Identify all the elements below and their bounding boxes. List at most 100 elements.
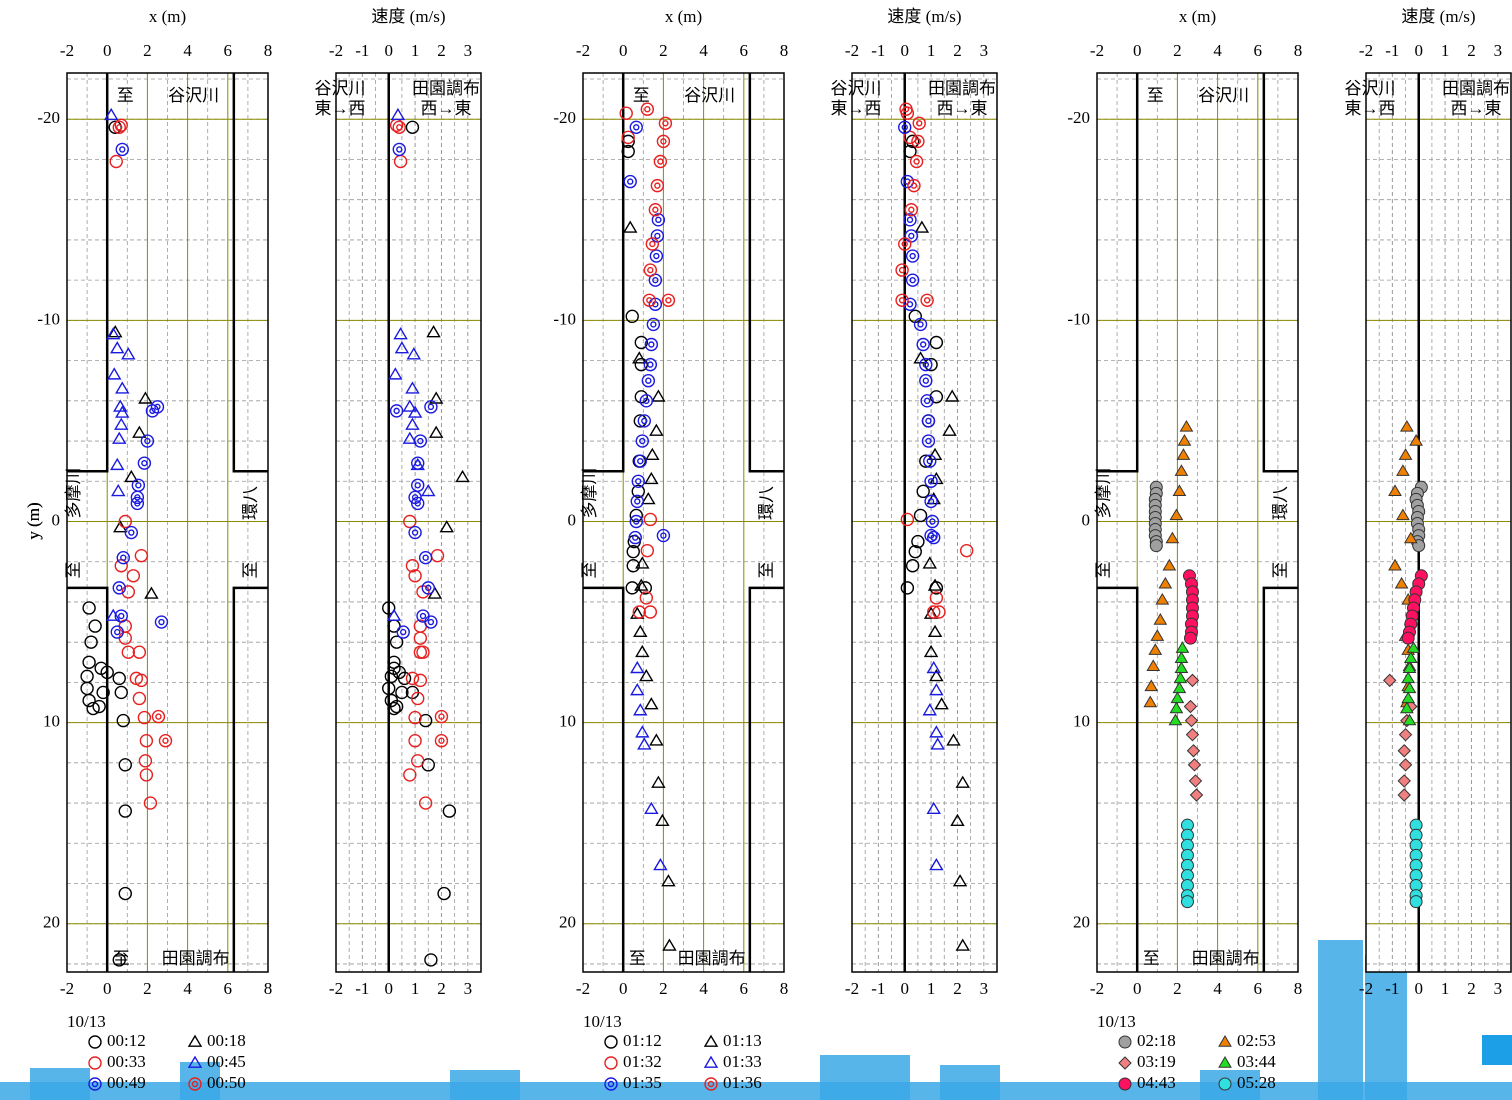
x-tick-label-bottom: -2 — [576, 979, 590, 998]
x-tick-label-top: 6 — [224, 41, 233, 60]
direction-place: 田園調布 — [412, 79, 480, 98]
y-tick-label: -10 — [553, 309, 576, 328]
marker-shape — [1219, 1078, 1231, 1090]
legend-marker — [605, 1036, 617, 1048]
legend-marker — [89, 1057, 101, 1069]
legend-marker — [89, 1036, 101, 1048]
legend-label: 02:53 — [1237, 1031, 1276, 1050]
direction-label: 西→東 — [421, 99, 472, 118]
direction-place: 谷沢川 — [831, 79, 882, 98]
legend-label: 04:43 — [1137, 1073, 1176, 1092]
legend-label: 00:12 — [107, 1031, 146, 1050]
road-label: 環八 — [1271, 486, 1290, 520]
x-tick-label-bottom: 6 — [224, 979, 233, 998]
x-tick-label-bottom: 8 — [1294, 979, 1303, 998]
speed-point — [1410, 896, 1422, 908]
x-tick-label-top: 4 — [1213, 41, 1222, 60]
direction-label: 西→東 — [937, 99, 988, 118]
marker-shape — [1119, 1078, 1131, 1090]
x-tick-label-bottom: 2 — [953, 979, 962, 998]
road-label: 至 — [757, 562, 776, 579]
legend-label: 00:45 — [207, 1052, 246, 1071]
road-label: 多摩川 — [580, 468, 599, 519]
direction-label: 東→西 — [315, 99, 366, 118]
building — [30, 1068, 90, 1100]
y-tick-label: -20 — [1067, 108, 1090, 127]
x-tick-label-top: 8 — [780, 41, 789, 60]
x-tick-label-bottom: 2 — [143, 979, 152, 998]
road-label: 至 — [1143, 949, 1160, 968]
marker-shape — [1119, 1057, 1131, 1069]
direction-label: 西→東 — [1451, 99, 1502, 118]
x-tick-label-top: 2 — [1173, 41, 1182, 60]
x-tick-label-bottom: 0 — [103, 979, 112, 998]
legend-marker — [1119, 1057, 1131, 1069]
marker-shape — [1219, 1057, 1231, 1067]
y-tick-label: -10 — [1067, 309, 1090, 328]
x-tick-label-bottom: -1 — [871, 979, 885, 998]
plot-area — [852, 73, 997, 972]
x-tick-label-bottom: 0 — [619, 979, 628, 998]
x-tick-label-bottom: 3 — [1494, 979, 1503, 998]
marker-shape — [1219, 1036, 1231, 1046]
x-tick-label-bottom: 1 — [1441, 979, 1450, 998]
x-tick-label-top: 8 — [264, 41, 273, 60]
legend-label: 01:32 — [623, 1052, 662, 1071]
direction-label: 東→西 — [1345, 99, 1396, 118]
figure: -2-20022446688-20-1001020x (m)-2-2-1-100… — [0, 0, 1512, 1100]
building — [1318, 940, 1363, 1100]
direction-place: 谷沢川 — [1345, 79, 1396, 98]
direction-place: 田園調布 — [928, 79, 996, 98]
road-label: 至 — [1271, 562, 1290, 579]
x-tick-label-bottom: 8 — [780, 979, 789, 998]
y-tick-label: 10 — [559, 712, 576, 731]
legend-label: 05:28 — [1237, 1073, 1276, 1092]
position-point — [1181, 896, 1193, 908]
x-tick-label-bottom: 4 — [1213, 979, 1222, 998]
axis-title: x (m) — [665, 7, 702, 26]
axis-title: x (m) — [149, 7, 186, 26]
legend-marker — [705, 1057, 717, 1067]
x-tick-label-bottom: 2 — [659, 979, 668, 998]
marker-shape — [89, 1036, 101, 1048]
road-label: 環八 — [241, 486, 260, 520]
y-tick-label: -10 — [37, 309, 60, 328]
x-tick-label-top: -2 — [845, 41, 859, 60]
marker-shape — [1150, 540, 1162, 552]
x-tick-label-bottom: 3 — [464, 979, 473, 998]
legend-label: 03:19 — [1137, 1052, 1176, 1071]
x-tick-label-top: 2 — [1467, 41, 1476, 60]
x-tick-label-bottom: 0 — [1133, 979, 1142, 998]
legend-label: 00:49 — [107, 1073, 146, 1092]
axis-title: x (m) — [1179, 7, 1216, 26]
x-tick-label-bottom: 8 — [264, 979, 273, 998]
marker-shape — [1181, 896, 1193, 908]
x-tick-label-top: -1 — [871, 41, 885, 60]
x-tick-label-top: -1 — [355, 41, 369, 60]
marker-shape — [605, 1036, 617, 1048]
marker-shape — [705, 1057, 717, 1067]
legend-label: 01:12 — [623, 1031, 662, 1050]
x-tick-label-top: 0 — [384, 41, 393, 60]
x-tick-label-top: -2 — [329, 41, 343, 60]
y-tick-label: 0 — [1082, 510, 1091, 529]
marker-shape — [1402, 632, 1414, 644]
x-tick-label-top: 4 — [699, 41, 708, 60]
position-point — [1150, 540, 1162, 552]
marker-shape — [89, 1057, 101, 1069]
x-tick-label-bottom: 1 — [927, 979, 936, 998]
legend-marker — [1219, 1078, 1231, 1090]
y-tick-label: 10 — [43, 712, 60, 731]
x-tick-label-top: 3 — [464, 41, 473, 60]
road-label: 至 — [580, 562, 599, 579]
y-tick-label: 20 — [43, 913, 60, 932]
x-tick-label-top: 6 — [740, 41, 749, 60]
x-tick-label-bottom: 6 — [740, 979, 749, 998]
legend-label: 01:36 — [723, 1073, 762, 1092]
x-tick-label-bottom: 0 — [384, 979, 393, 998]
x-tick-label-top: -2 — [1090, 41, 1104, 60]
legend-marker — [1119, 1036, 1131, 1048]
x-tick-label-top: -2 — [60, 41, 74, 60]
legend-label: 00:50 — [207, 1073, 246, 1092]
x-tick-label-bottom: -2 — [60, 979, 74, 998]
